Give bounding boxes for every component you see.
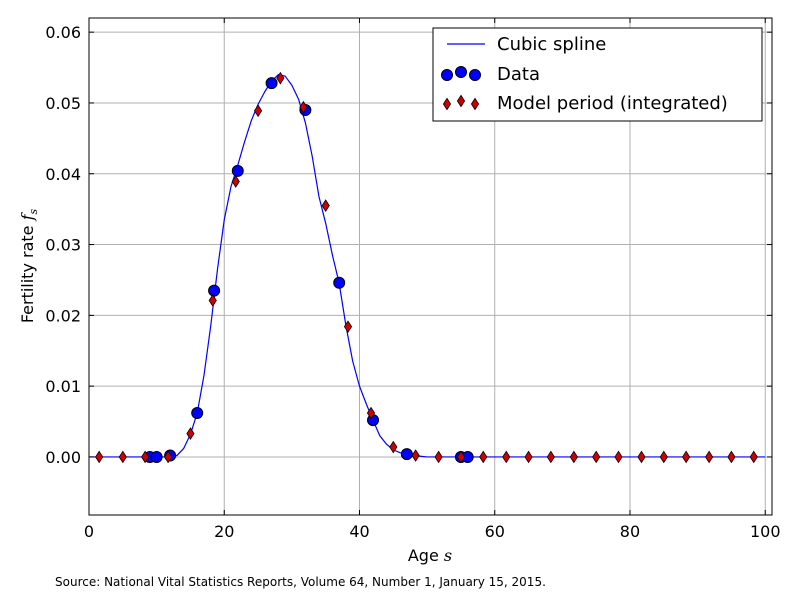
model-point (366, 406, 376, 420)
plot-frame (88, 17, 773, 516)
x-tick-label: 40 (349, 522, 369, 541)
data-point (400, 448, 413, 461)
model-point (524, 450, 533, 464)
model-point (456, 450, 466, 464)
y-axis-label: Fertility rate fs (18, 208, 40, 323)
data-point (333, 276, 346, 289)
model-point (705, 450, 714, 464)
data-point (150, 450, 163, 463)
x-tick-label: 80 (620, 522, 640, 541)
model-point (231, 175, 240, 188)
model-point (118, 450, 127, 464)
model-point (502, 450, 511, 464)
model-point (592, 450, 601, 464)
x-axis-label-text: Age (408, 546, 439, 565)
model-points-layer (95, 71, 758, 464)
model-point (141, 450, 150, 464)
y-tick-label: 0.01 (45, 377, 81, 396)
x-tick-label: 0 (84, 522, 94, 541)
model-point (411, 449, 420, 462)
legend-model-marker (442, 97, 452, 111)
x-tick-label: 60 (485, 522, 505, 541)
legend-data-markers (441, 66, 481, 81)
model-point (343, 320, 353, 334)
y-tick-label: 0.00 (45, 448, 81, 467)
model-point (659, 450, 668, 464)
y-tick-labels: 0.00 0.01 0.02 0.03 0.04 0.05 0.06 (45, 23, 81, 467)
model-point (208, 294, 217, 307)
y-tick-label: 0.03 (45, 236, 81, 255)
legend-data-marker (455, 66, 467, 78)
y-axis-label-math-sub: s (27, 208, 40, 214)
model-point (299, 100, 308, 114)
legend-spline-label: Cubic spline (497, 34, 606, 55)
x-tick-labels: 0 20 40 60 80 100 (84, 522, 781, 541)
model-point (682, 450, 691, 464)
legend-model-marker (470, 97, 480, 111)
data-point (191, 407, 204, 420)
x-tick-label: 100 (750, 522, 781, 541)
data-point (208, 284, 221, 297)
legend-data-marker (441, 69, 453, 81)
y-tick-label: 0.06 (45, 23, 81, 42)
x-tick-label: 20 (214, 522, 234, 541)
model-point (389, 440, 398, 454)
y-tick-label: 0.05 (45, 94, 81, 113)
model-point (321, 199, 330, 212)
model-point (186, 427, 195, 440)
model-point (749, 450, 758, 464)
model-point (253, 104, 263, 118)
legend-data-label: Data (497, 64, 540, 85)
source-note: Source: National Vital Statistics Report… (55, 575, 546, 589)
x-axis-label-math: s (444, 546, 452, 565)
legend-box (432, 27, 763, 122)
model-point (479, 450, 488, 464)
model-point (546, 450, 555, 464)
model-point (614, 450, 623, 464)
model-point (727, 450, 736, 464)
model-point (276, 71, 285, 85)
y-axis-label-text: Fertility rate (18, 225, 37, 323)
y-tick-label: 0.04 (45, 165, 81, 184)
model-point (434, 450, 443, 464)
y-tick-label: 0.02 (45, 306, 81, 325)
legend-model-label: Model period (integrated) (497, 93, 728, 114)
legend-model-marker (456, 94, 466, 108)
y-axis-label-math: f (18, 211, 37, 221)
model-point (95, 450, 104, 464)
legend-model-markers (442, 94, 480, 111)
model-point (164, 450, 173, 464)
ticks (88, 18, 772, 515)
data-point (231, 164, 244, 177)
model-point (637, 450, 646, 464)
data-point (265, 77, 278, 90)
x-axis-label: Age s (408, 546, 452, 565)
model-point (569, 450, 578, 464)
legend: Cubic spline Data Model period (integrat… (432, 27, 763, 122)
legend-data-marker (469, 69, 481, 81)
